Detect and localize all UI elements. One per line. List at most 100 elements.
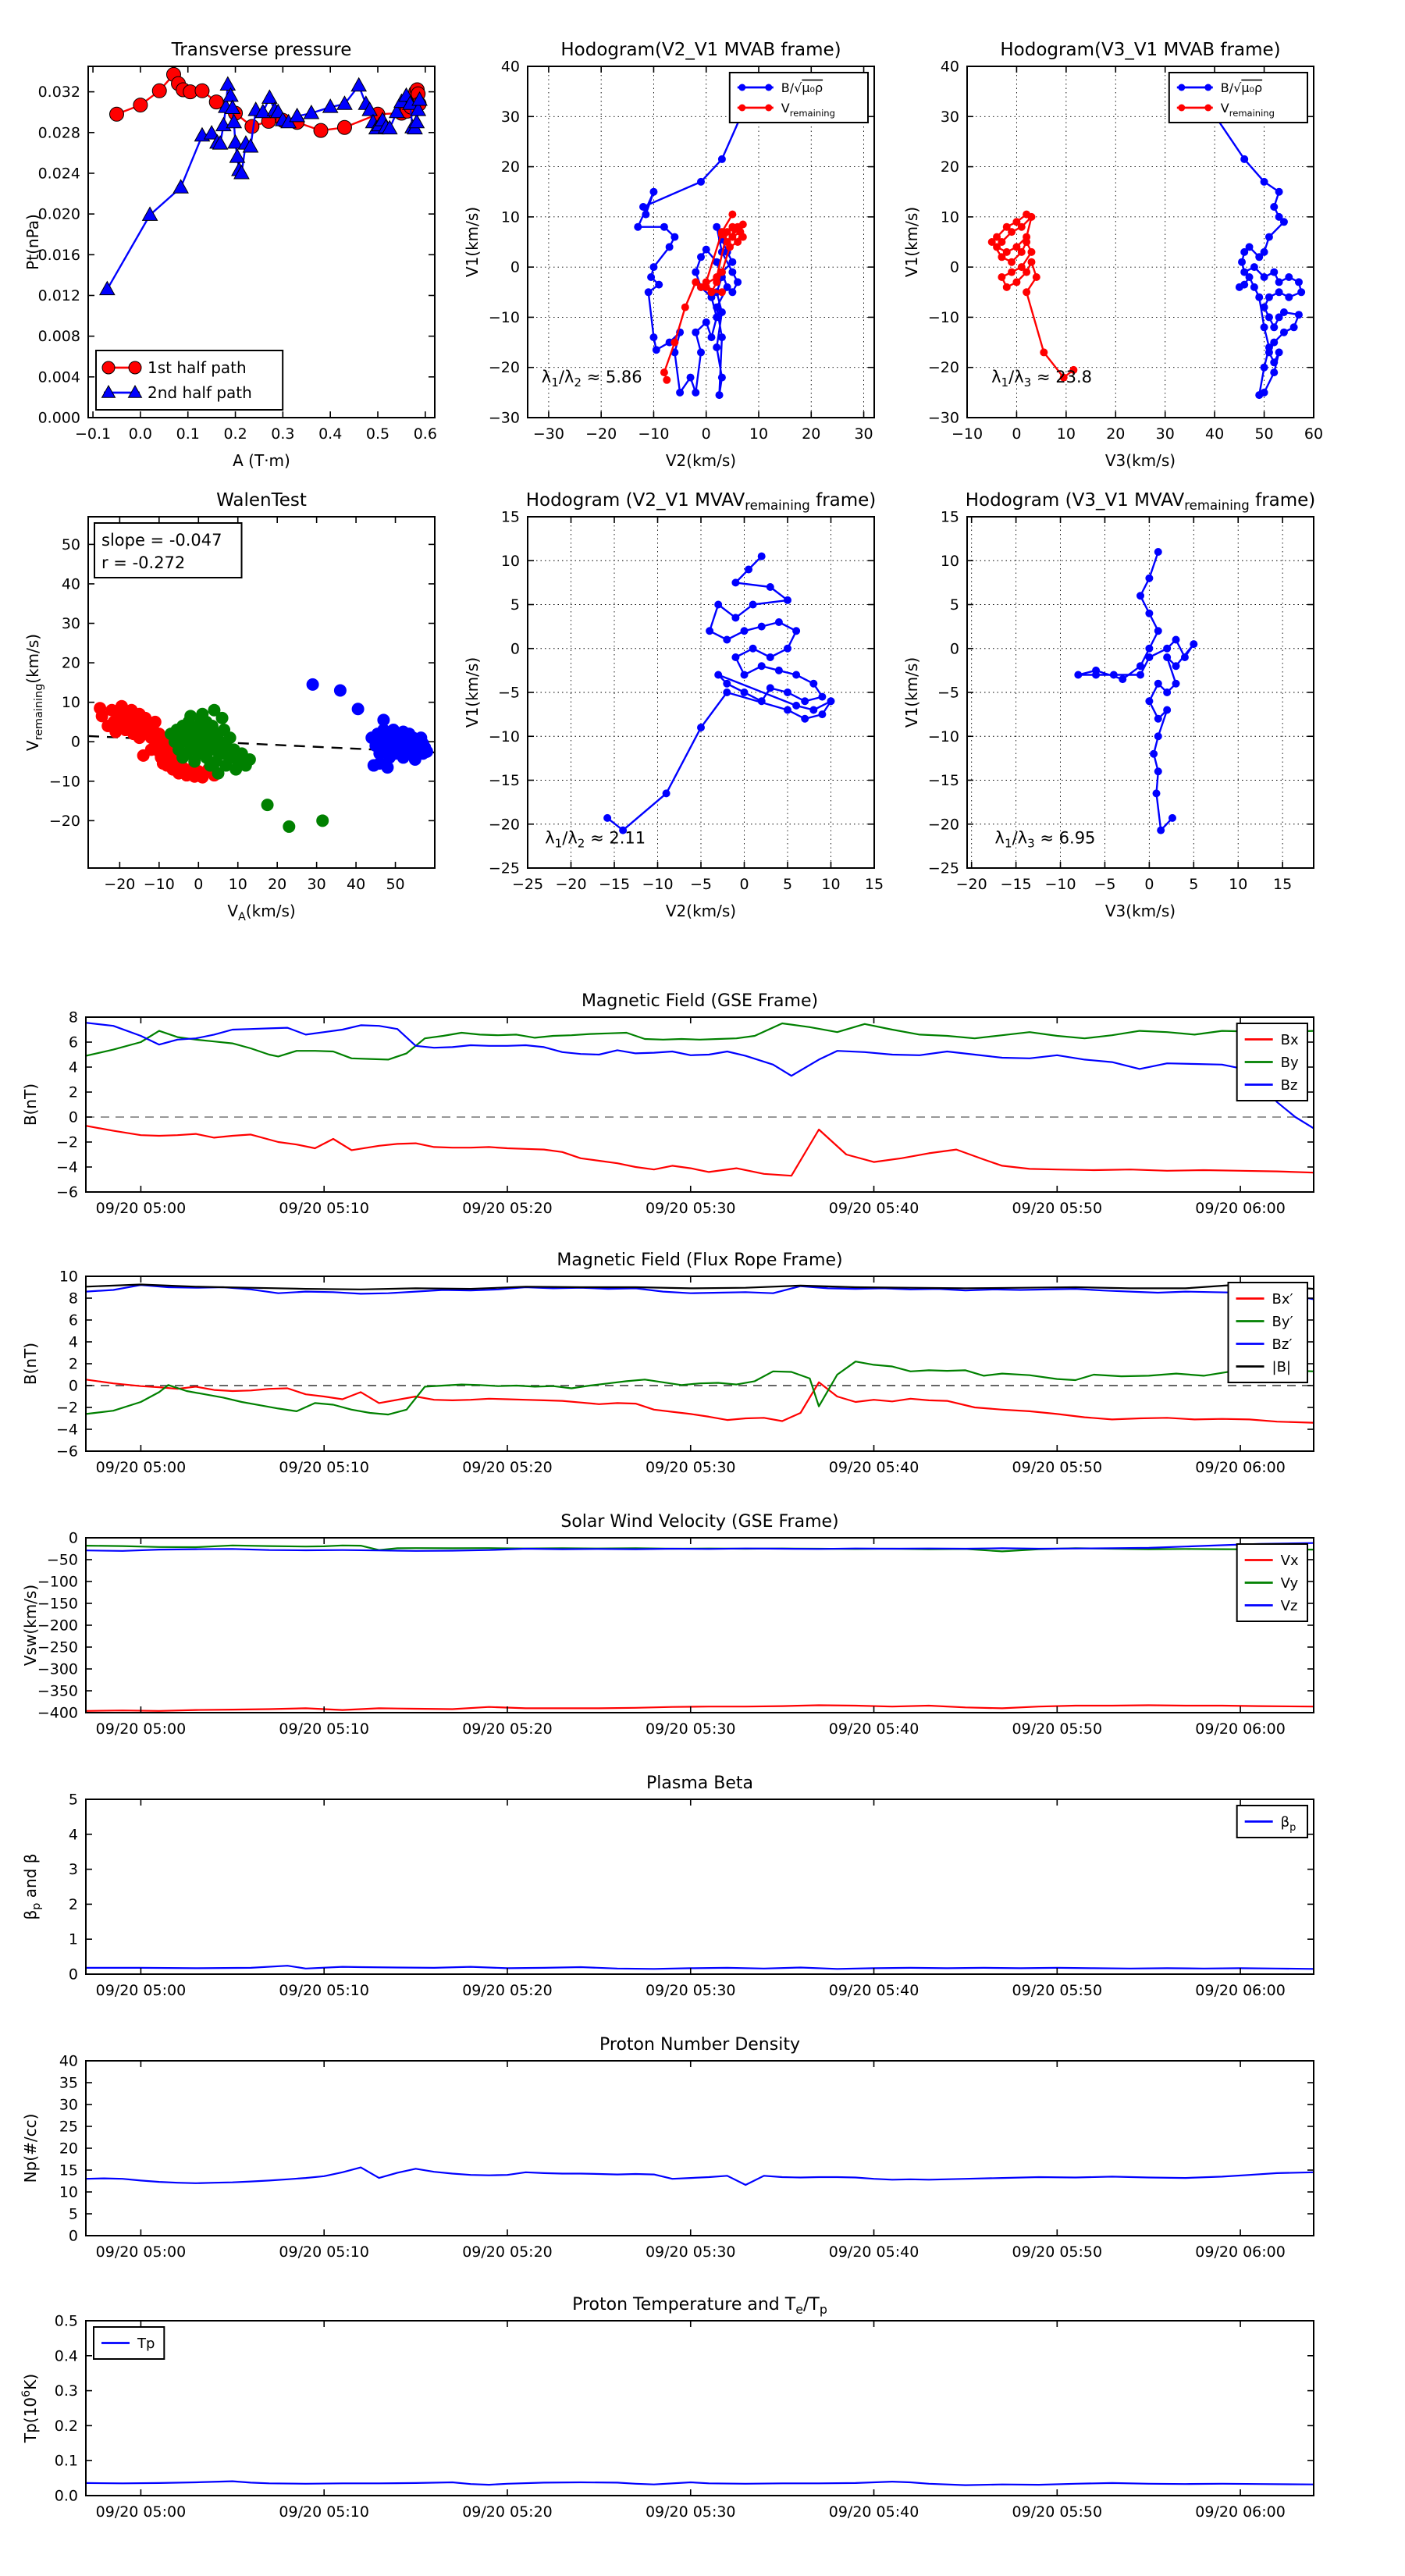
marker-dot bbox=[707, 333, 716, 342]
marker-dot bbox=[734, 278, 742, 286]
legend-label: Tp bbox=[137, 2336, 155, 2352]
y-tick-label: 0.2 bbox=[55, 2418, 78, 2435]
marker-dot bbox=[784, 706, 791, 714]
series-b-over-sqrt-mu0-rho bbox=[1208, 107, 1306, 400]
marker-dot bbox=[649, 187, 658, 196]
marker-dot bbox=[809, 679, 818, 688]
marker-dot bbox=[1017, 263, 1026, 272]
x-tick-label: 0.3 bbox=[271, 425, 294, 443]
marker-triangle bbox=[229, 148, 246, 163]
marker-dot bbox=[1245, 273, 1254, 281]
y-axis-label: βp and β bbox=[21, 1853, 43, 1920]
marker-dot bbox=[734, 238, 742, 246]
marker-triangle bbox=[289, 107, 305, 123]
x-tick-label: 09/20 05:00 bbox=[96, 2503, 187, 2521]
marker-dot bbox=[706, 627, 714, 635]
chart-hodogram-v2v1-mvab: −30 −20 −10 0 10 20 30 −30 −20 −10 0 10 20 30 40 Hodogr… bbox=[450, 29, 887, 479]
stats-box bbox=[94, 522, 243, 578]
stats-line: r = -0.272 bbox=[101, 553, 185, 572]
marker-dot bbox=[1285, 273, 1293, 281]
x-axis-label: V2(km/s) bbox=[666, 902, 736, 920]
y-tick-label: 5 bbox=[510, 596, 520, 614]
chart-title: Solar Wind Velocity (GSE Frame) bbox=[560, 1512, 838, 1532]
marker-dot bbox=[1255, 253, 1264, 262]
x-tick-label: 09/20 05:10 bbox=[279, 1459, 369, 1476]
marker-dot bbox=[215, 711, 229, 724]
marker-dot bbox=[1264, 313, 1273, 322]
chart-title: Hodogram (V3_V1 MVAVremaining frame) bbox=[966, 490, 1316, 513]
marker-dot bbox=[757, 622, 766, 631]
series-2nd-half-path bbox=[98, 76, 428, 296]
marker-dot bbox=[717, 155, 726, 163]
legend-label: B/√μ₀ρ bbox=[781, 80, 823, 95]
y-tick-label: 0.028 bbox=[38, 124, 80, 141]
marker-dot bbox=[692, 328, 700, 336]
marker-dot bbox=[1145, 609, 1154, 617]
marker-dot bbox=[1238, 258, 1247, 266]
x-tick-label: −20 bbox=[585, 425, 617, 443]
x-tick-label: 09/20 05:20 bbox=[462, 1459, 553, 1476]
marker-dot bbox=[1294, 311, 1303, 319]
x-tick-label: −10 bbox=[1044, 876, 1076, 893]
marker-triangle bbox=[226, 113, 243, 129]
x-tick-label: 20 bbox=[1106, 425, 1125, 443]
chart-proton-temperature: 09/20 05:00 09/20 05:10 09/20 05:20 09/20 0… bbox=[8, 2283, 1326, 2556]
y-tick-label: 40 bbox=[59, 2053, 78, 2070]
marker-dot bbox=[283, 820, 296, 833]
marker-triangle bbox=[212, 135, 229, 150]
marker-dot bbox=[757, 697, 766, 706]
marker-dot bbox=[1204, 84, 1212, 91]
y-tick-label: 4 bbox=[69, 1826, 78, 1843]
marker-dot bbox=[1275, 348, 1283, 357]
y-tick-label: 20 bbox=[59, 2140, 78, 2158]
y-tick-label: 30 bbox=[62, 615, 80, 632]
y-tick-label: 4 bbox=[69, 1059, 78, 1076]
marker-dot bbox=[1270, 368, 1279, 377]
y-tick-label: 2 bbox=[69, 1896, 78, 1913]
x-tick-label: −10 bbox=[951, 425, 983, 443]
x-tick-label: 09/20 05:10 bbox=[279, 2503, 369, 2521]
marker-dot bbox=[208, 703, 221, 717]
x-tick-label: −0.1 bbox=[75, 425, 111, 443]
marker-triangle bbox=[322, 98, 339, 113]
x-tick-label: 0 bbox=[739, 876, 749, 893]
y-tick-label: −20 bbox=[489, 359, 520, 376]
series-bx bbox=[85, 1125, 1314, 1177]
marker-dot bbox=[223, 731, 237, 745]
marker-dot bbox=[1270, 323, 1279, 332]
marker-dot bbox=[1270, 358, 1279, 367]
x-tick-label: 0 bbox=[702, 425, 711, 443]
marker-triangle bbox=[98, 280, 116, 296]
axes-border bbox=[527, 66, 875, 418]
marker-circle bbox=[128, 361, 142, 375]
y-tick-label: 10 bbox=[59, 2184, 78, 2201]
y-tick-label: 0 bbox=[69, 1378, 78, 1395]
marker-dot bbox=[1008, 258, 1016, 266]
marker-dot bbox=[1260, 247, 1268, 256]
marker-dot bbox=[784, 644, 791, 653]
x-tick-label: 0.0 bbox=[129, 425, 152, 443]
marker-dot bbox=[1136, 671, 1144, 679]
x-tick-label: 09/20 06:00 bbox=[1195, 1720, 1286, 1738]
chart-plasma-beta: 09/20 05:00 09/20 05:10 09/20 05:20 09/20 0… bbox=[8, 1762, 1326, 2035]
x-tick-label: 09/20 05:10 bbox=[279, 2243, 369, 2261]
marker-dot bbox=[749, 600, 757, 609]
marker-dot bbox=[809, 706, 818, 714]
marker-dot bbox=[1012, 218, 1021, 226]
marker-dot bbox=[1264, 233, 1273, 241]
marker-dot bbox=[1008, 268, 1016, 276]
marker-dot bbox=[749, 644, 757, 653]
marker-dot bbox=[713, 278, 721, 286]
annotation: λ1/λ3 ≈ 23.8 bbox=[991, 368, 1092, 390]
legend-label: Vy bbox=[1281, 1575, 1299, 1592]
marker-dot bbox=[713, 343, 721, 351]
y-tick-label: −10 bbox=[489, 728, 520, 745]
x-tick-label: −15 bbox=[1001, 876, 1032, 893]
y-tick-label: 0.032 bbox=[38, 84, 80, 101]
axes-border bbox=[85, 1799, 1314, 1975]
marker-dot bbox=[1002, 247, 1011, 256]
marker-dot bbox=[745, 565, 753, 574]
marker-dot bbox=[1154, 679, 1162, 688]
x-axis-label: A (T·m) bbox=[233, 451, 290, 470]
marker-dot bbox=[714, 600, 723, 609]
